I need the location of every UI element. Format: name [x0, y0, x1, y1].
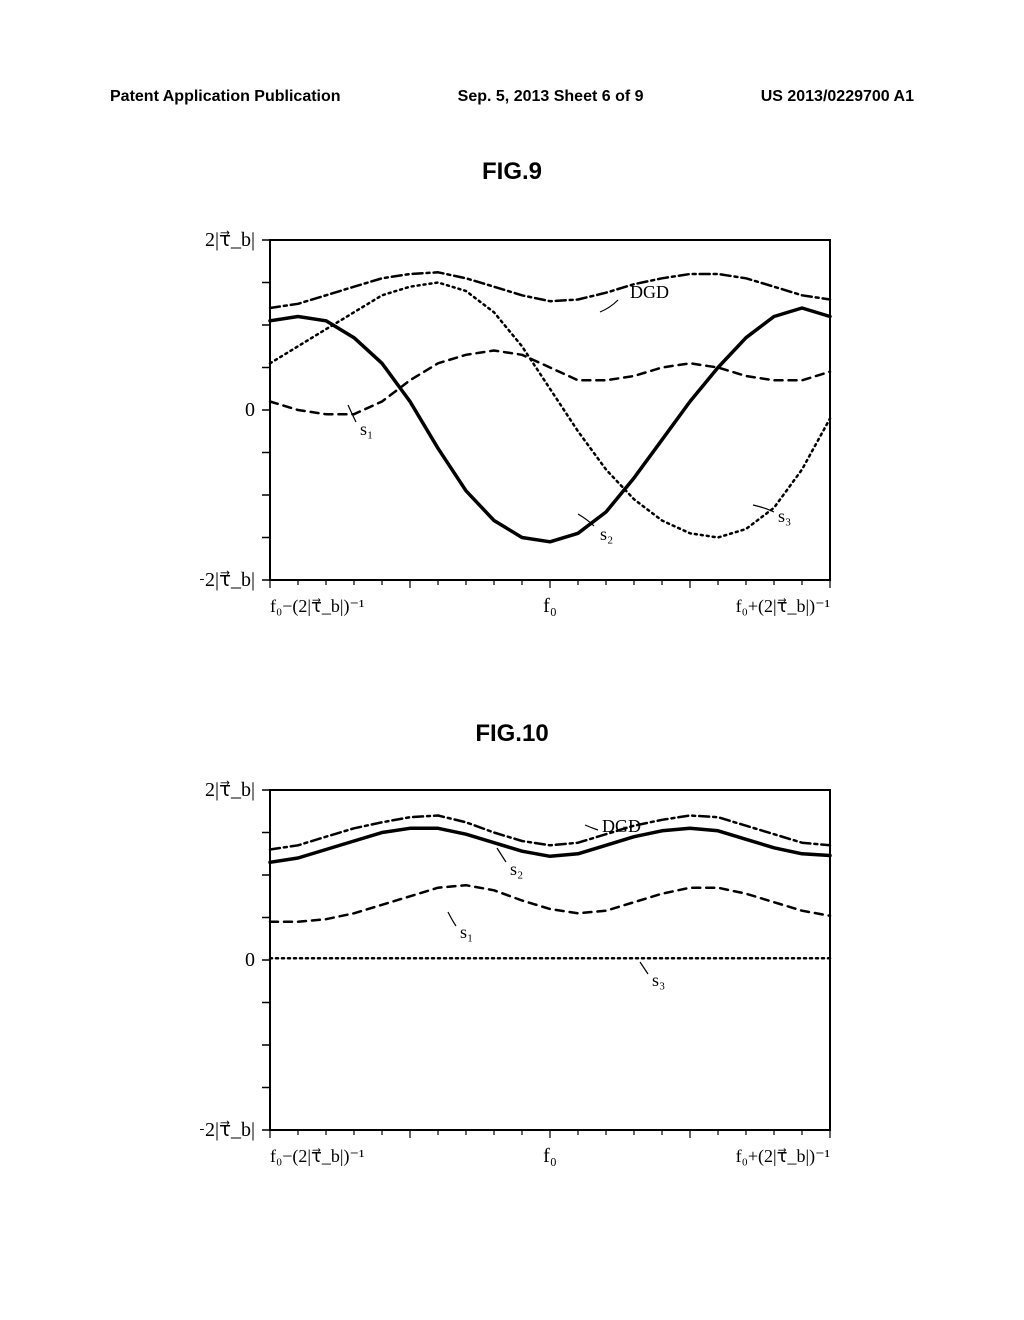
svg-text:f₀−(2|τ⃗_b|)⁻¹: f₀−(2|τ⃗_b|)⁻¹ — [270, 596, 364, 617]
svg-text:2|τ⃗_b|: 2|τ⃗_b| — [205, 780, 255, 801]
header-center: Sep. 5, 2013 Sheet 6 of 9 — [458, 88, 644, 106]
svg-text:s₂: s₂ — [510, 859, 523, 879]
fig10-chart: 2|τ⃗_b| 0 −2|τ⃗_b| f₀−(2|τ⃗_b|)⁻¹ f₀ f₀+(2|τ⃗… — [200, 780, 880, 1200]
fig9-chart: 2|τ⃗_b| 0 −2|τ⃗_b| f₀−(2|τ⃗_b|)⁻¹ f₀ f₀+(2|τ⃗… — [200, 230, 880, 650]
fig9-title: FIG.9 — [0, 158, 1024, 186]
svg-text:s₃: s₃ — [778, 506, 791, 526]
svg-text:f₀: f₀ — [543, 1145, 557, 1167]
svg-text:−2|τ⃗_b|: −2|τ⃗_b| — [200, 1119, 255, 1141]
svg-text:DGD: DGD — [630, 282, 669, 302]
svg-text:s₁: s₁ — [460, 922, 473, 942]
svg-text:s₃: s₃ — [652, 970, 665, 990]
header-right: US 2013/0229700 A1 — [761, 88, 914, 106]
svg-text:f₀+(2|τ⃗_b|)⁻¹: f₀+(2|τ⃗_b|)⁻¹ — [736, 1146, 830, 1167]
fig10-svg: 2|τ⃗_b| 0 −2|τ⃗_b| f₀−(2|τ⃗_b|)⁻¹ f₀ f₀+(2|τ⃗… — [200, 780, 880, 1200]
fig9-svg: 2|τ⃗_b| 0 −2|τ⃗_b| f₀−(2|τ⃗_b|)⁻¹ f₀ f₀+(2|τ⃗… — [200, 230, 880, 650]
header-left: Patent Application Publication — [110, 88, 341, 106]
svg-text:−2|τ⃗_b|: −2|τ⃗_b| — [200, 569, 255, 591]
page-header: Patent Application Publication Sep. 5, 2… — [110, 88, 914, 106]
svg-text:0: 0 — [245, 399, 255, 421]
svg-text:s₁: s₁ — [360, 419, 373, 439]
svg-text:s₂: s₂ — [600, 524, 613, 544]
svg-text:f₀: f₀ — [543, 595, 557, 617]
svg-text:DGD: DGD — [602, 816, 641, 836]
svg-text:2|τ⃗_b|: 2|τ⃗_b| — [205, 230, 255, 251]
svg-text:f₀+(2|τ⃗_b|)⁻¹: f₀+(2|τ⃗_b|)⁻¹ — [736, 596, 830, 617]
svg-text:f₀−(2|τ⃗_b|)⁻¹: f₀−(2|τ⃗_b|)⁻¹ — [270, 1146, 364, 1167]
fig10-title: FIG.10 — [0, 720, 1024, 748]
svg-text:0: 0 — [245, 949, 255, 971]
